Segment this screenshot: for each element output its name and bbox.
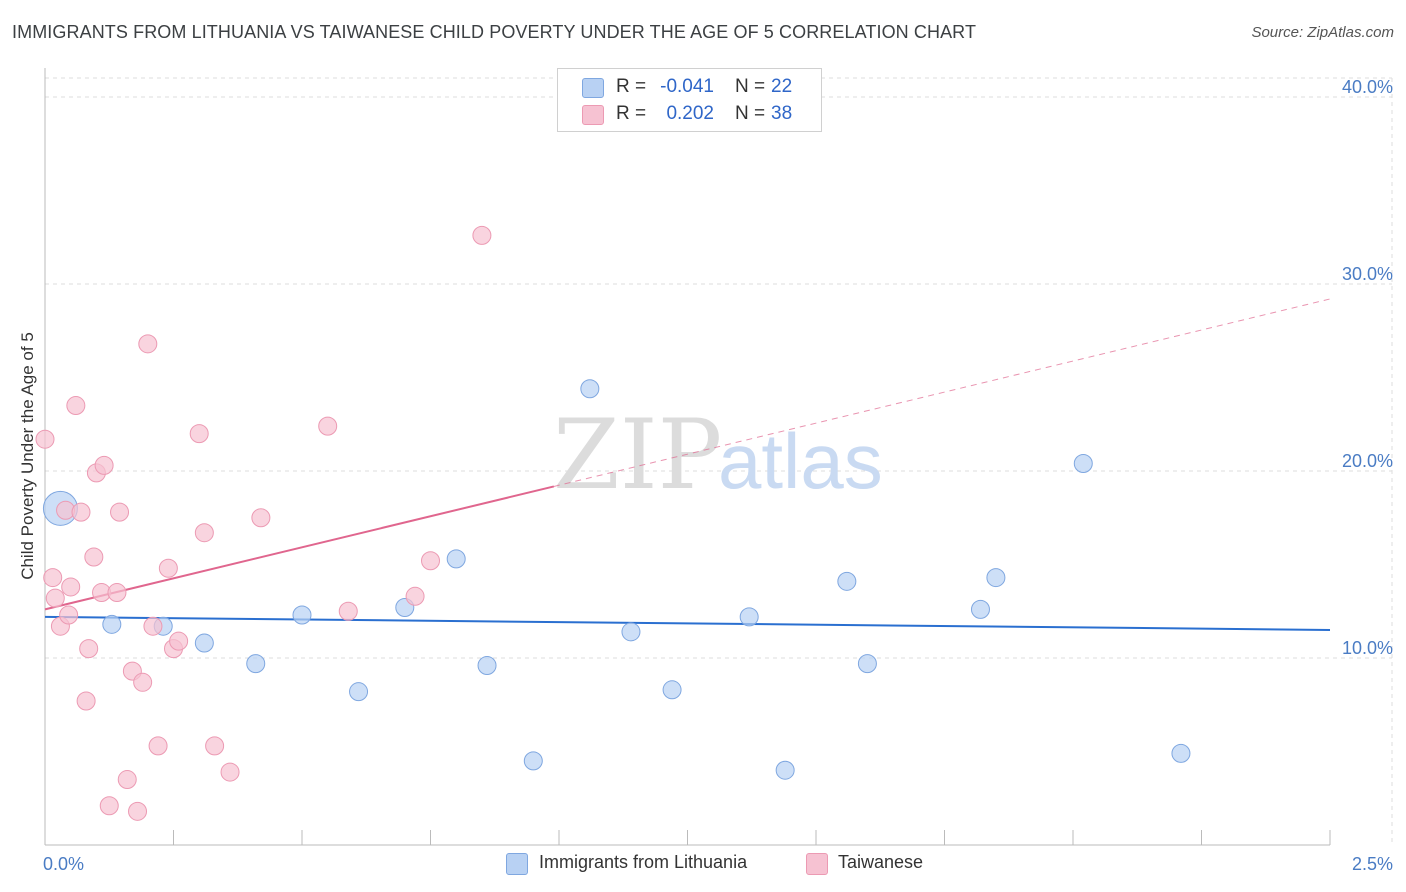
legend-r-value: 0.202 bbox=[666, 103, 714, 124]
point-lithuania bbox=[292, 605, 312, 625]
trend-layer bbox=[44, 298, 1331, 631]
point-taiwanese bbox=[133, 672, 153, 692]
axes-layer bbox=[44, 68, 1331, 846]
point-lithuania bbox=[857, 654, 877, 674]
watermark-atlas: atlas bbox=[718, 417, 883, 505]
point-lithuania bbox=[446, 549, 466, 569]
point-taiwanese bbox=[194, 523, 214, 543]
point-lithuania bbox=[349, 682, 369, 702]
legend-swatch-taiwanese bbox=[582, 105, 604, 125]
point-taiwanese bbox=[405, 586, 425, 606]
y-tick-label: 20.0% bbox=[1342, 451, 1393, 471]
bottom-legend-label-taiwanese: Taiwanese bbox=[838, 852, 924, 872]
point-taiwanese bbox=[110, 502, 130, 522]
point-taiwanese bbox=[220, 762, 240, 782]
point-lithuania bbox=[775, 760, 795, 780]
point-taiwanese bbox=[189, 424, 209, 444]
point-taiwanese bbox=[338, 601, 358, 621]
point-lithuania bbox=[986, 568, 1006, 588]
legend-r-label: R = bbox=[616, 76, 647, 97]
point-taiwanese bbox=[84, 547, 104, 567]
point-lithuania bbox=[580, 379, 600, 399]
point-lithuania bbox=[102, 614, 122, 634]
watermark: ZIP atlas bbox=[553, 399, 883, 511]
point-taiwanese bbox=[205, 736, 225, 756]
legend-n-value: 22 bbox=[771, 76, 793, 97]
labels-layer: 10.0% 20.0% 30.0% 40.0% 0.0% 2.5% Child Povert… bbox=[18, 77, 1393, 874]
legend-r-value: -0.041 bbox=[660, 76, 714, 97]
source-label: Source: ZipAtlas.com bbox=[1251, 24, 1394, 41]
bottom-legend-label-lithuania: Immigrants from Lithuania bbox=[539, 852, 748, 872]
x-tick-label: 0.0% bbox=[43, 854, 84, 874]
point-lithuania bbox=[621, 622, 641, 642]
point-taiwanese bbox=[158, 558, 178, 578]
point-taiwanese bbox=[143, 616, 163, 636]
point-taiwanese bbox=[71, 502, 91, 522]
point-lithuania bbox=[1073, 454, 1093, 474]
point-taiwanese bbox=[35, 429, 55, 449]
point-taiwanese bbox=[128, 801, 148, 821]
point-taiwanese bbox=[43, 568, 63, 588]
y-tick-label: 40.0% bbox=[1342, 77, 1393, 97]
point-taiwanese bbox=[169, 631, 189, 651]
legend-n-value: 38 bbox=[771, 103, 793, 124]
point-lithuania bbox=[837, 571, 857, 591]
bottom-legend-swatch-lithuania bbox=[506, 853, 528, 875]
point-taiwanese bbox=[59, 605, 79, 625]
y-tick-label: 10.0% bbox=[1342, 638, 1393, 658]
legend-n-label: N = bbox=[735, 103, 766, 124]
point-taiwanese bbox=[61, 577, 81, 597]
point-taiwanese bbox=[66, 396, 86, 416]
point-taiwanese bbox=[421, 551, 440, 571]
trendline-lithuania bbox=[44, 615, 1331, 631]
points-layer bbox=[35, 225, 1191, 821]
y-tick-label: 30.0% bbox=[1342, 264, 1393, 284]
point-lithuania bbox=[970, 599, 990, 619]
point-taiwanese bbox=[94, 455, 114, 475]
point-lithuania bbox=[1171, 743, 1191, 763]
x-tick-label: 2.5% bbox=[1352, 854, 1393, 874]
point-taiwanese bbox=[138, 334, 158, 354]
trendline-extension-taiwanese bbox=[553, 298, 1331, 487]
point-lithuania bbox=[739, 607, 759, 627]
point-taiwanese bbox=[99, 796, 119, 816]
watermark-zip: ZIP bbox=[553, 399, 722, 511]
point-taiwanese bbox=[148, 736, 168, 756]
point-taiwanese bbox=[117, 770, 137, 790]
trendline-taiwanese bbox=[44, 485, 555, 611]
point-taiwanese bbox=[251, 508, 271, 528]
bottom-legend-swatch-taiwanese bbox=[806, 853, 828, 875]
point-taiwanese bbox=[107, 583, 127, 603]
point-taiwanese bbox=[76, 691, 96, 711]
stats-legend: R = -0.041 N = 22 R = 0.202 N = 38 bbox=[557, 68, 822, 132]
chart-title: IMMIGRANTS FROM LITHUANIA VS TAIWANESE C… bbox=[12, 22, 977, 42]
point-lithuania bbox=[523, 751, 543, 771]
point-taiwanese bbox=[472, 225, 492, 245]
point-lithuania bbox=[662, 680, 682, 700]
legend-r-label: R = bbox=[616, 103, 647, 124]
legend-swatch-lithuania bbox=[582, 78, 604, 98]
point-lithuania bbox=[194, 633, 214, 653]
point-taiwanese bbox=[318, 416, 338, 436]
point-lithuania bbox=[477, 655, 497, 675]
point-lithuania bbox=[246, 654, 266, 674]
y-axis-label: Child Poverty Under the Age of 5 bbox=[18, 332, 37, 580]
legend-n-label: N = bbox=[735, 76, 766, 97]
point-taiwanese bbox=[45, 588, 65, 608]
point-taiwanese bbox=[79, 639, 99, 659]
